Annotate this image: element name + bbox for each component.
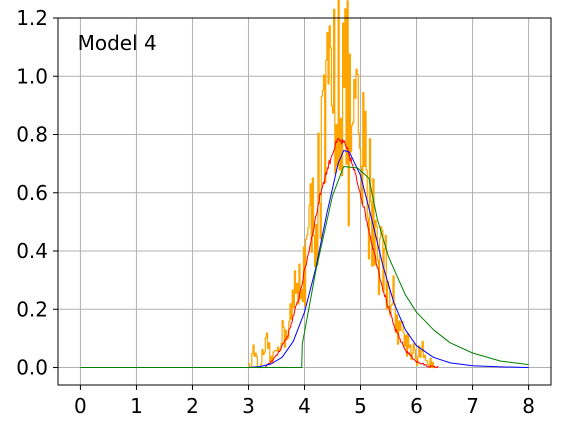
x-tick-label: 4 <box>298 394 311 418</box>
grid-layer <box>58 17 551 385</box>
series-3-line <box>80 150 529 368</box>
y-tick-label: 1.2 <box>16 6 48 30</box>
x-tick-label: 8 <box>522 394 535 418</box>
y-tick-label: 0.0 <box>16 356 48 380</box>
series-1-line <box>248 0 435 369</box>
model-annotation: Model 4 <box>78 31 157 55</box>
y-tick-label: 0.8 <box>16 123 48 147</box>
y-tick-label: 0.2 <box>16 297 48 321</box>
series-2-line <box>265 138 439 368</box>
y-tick-label: 0.6 <box>16 181 48 205</box>
x-tick-label: 2 <box>186 394 199 418</box>
y-tick-label: 0.4 <box>16 239 48 263</box>
series-4-line <box>80 166 529 368</box>
y-tick-label: 1.0 <box>16 64 48 88</box>
x-tick-label: 3 <box>242 394 255 418</box>
x-tick-label: 1 <box>130 394 143 418</box>
x-tick-label: 6 <box>410 394 423 418</box>
series-layer <box>80 0 529 369</box>
x-tick-label: 0 <box>74 394 87 418</box>
x-tick-label: 5 <box>354 394 367 418</box>
x-tick-label: 7 <box>466 394 479 418</box>
tick-layer: 0 1 2 3 4 5 6 7 8 0.0 0.2 0.4 0.6 0.8 1.0 1.2 <box>16 6 535 418</box>
